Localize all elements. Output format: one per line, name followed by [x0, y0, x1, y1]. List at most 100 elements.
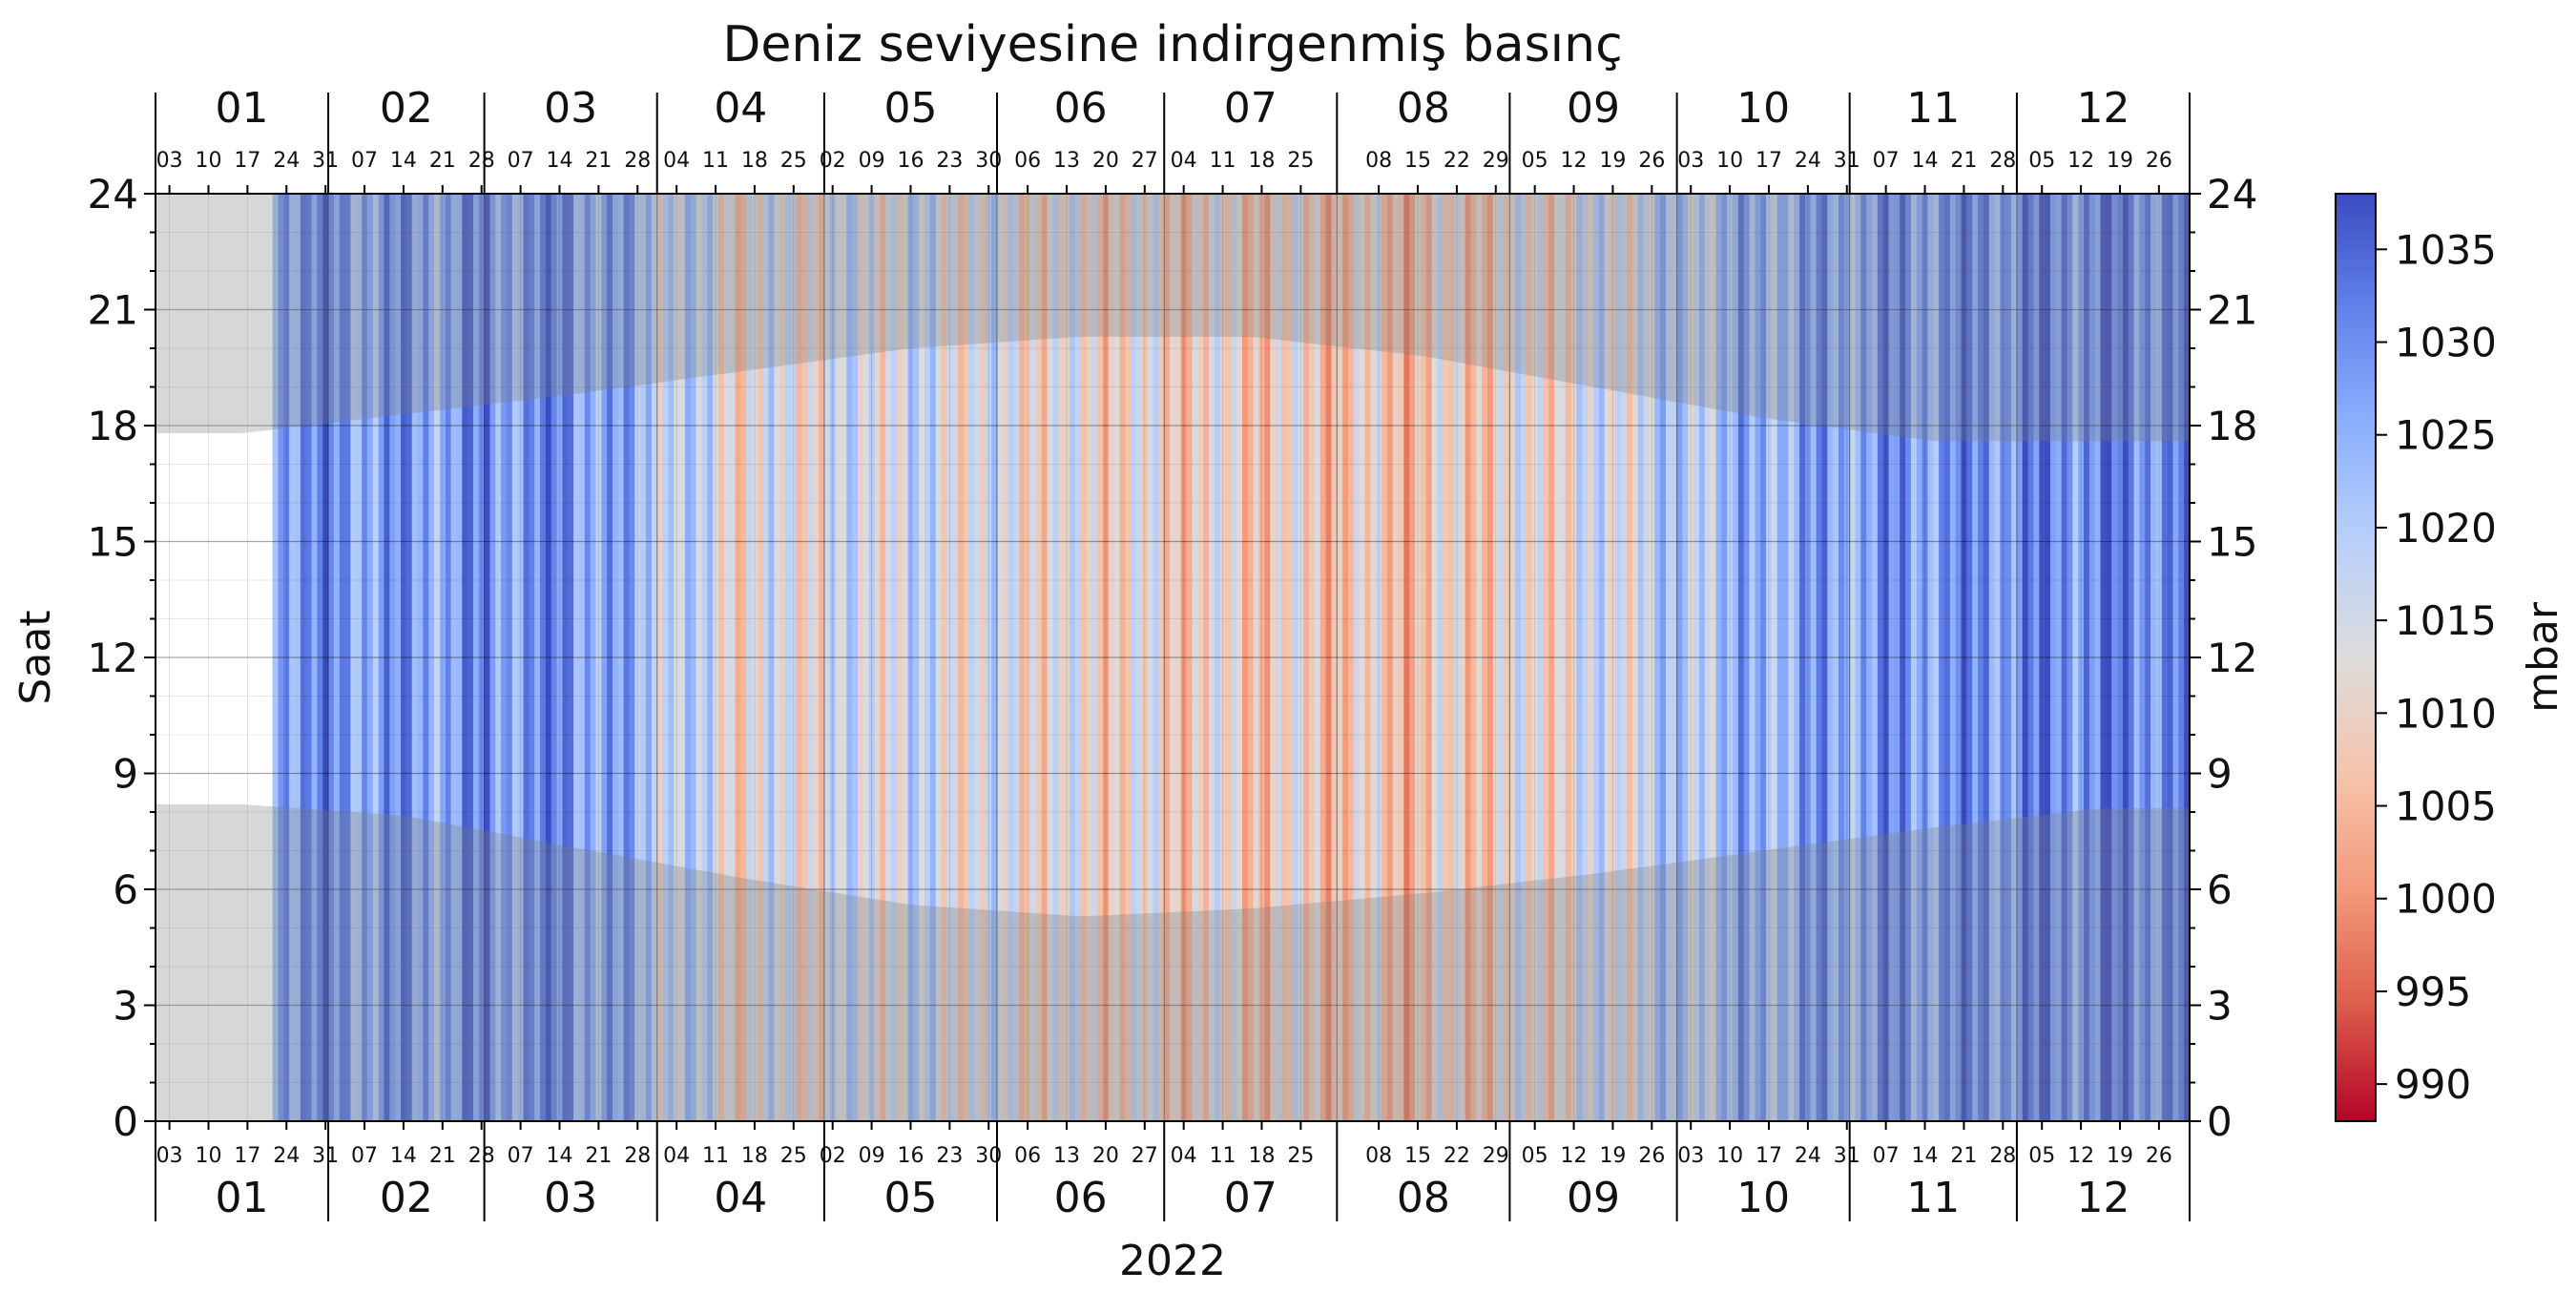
day-column — [401, 194, 407, 1121]
empty-day-column — [217, 194, 223, 1121]
day-column — [823, 194, 831, 1121]
day-tick-label-top: 05 — [1522, 149, 1548, 173]
day-column — [1386, 194, 1394, 1121]
day-column — [1074, 194, 1082, 1121]
day-column — [556, 194, 563, 1121]
day-tick-label-bottom: 24 — [1795, 1144, 1821, 1168]
day-column — [1242, 194, 1249, 1121]
day-column — [1988, 194, 1996, 1121]
day-column — [690, 194, 697, 1121]
y-tick-label-right: 12 — [2207, 635, 2257, 681]
colorbar-label: mbar — [2519, 601, 2567, 713]
day-column — [1839, 194, 1845, 1121]
day-column — [1927, 194, 1934, 1121]
month-label-top: 01 — [216, 84, 269, 133]
empty-day-column — [177, 194, 184, 1121]
colorbar-tick-label: 1020 — [2395, 505, 2497, 552]
day-tick-label-top: 31 — [312, 149, 339, 173]
day-column — [1492, 194, 1500, 1121]
day-column — [2084, 194, 2090, 1121]
day-column — [1860, 194, 1867, 1121]
day-column — [1276, 194, 1282, 1121]
day-column — [896, 194, 904, 1121]
day-tick-label-top: 13 — [1053, 149, 1080, 173]
day-column — [841, 194, 847, 1121]
day-tick-label-top: 23 — [936, 149, 963, 173]
day-column — [729, 194, 737, 1121]
day-column — [852, 194, 859, 1121]
day-column — [1214, 194, 1221, 1121]
day-column — [1565, 194, 1572, 1121]
day-tick-label-bottom: 11 — [1210, 1144, 1236, 1168]
day-tick-label-bottom: 23 — [936, 1144, 963, 1168]
day-column — [1755, 194, 1761, 1121]
day-column — [1866, 194, 1873, 1121]
empty-day-column — [156, 194, 162, 1121]
month-label-bottom: 11 — [1906, 1174, 1960, 1222]
day-column — [1637, 194, 1645, 1121]
day-column — [1649, 194, 1655, 1121]
month-label-bottom: 05 — [883, 1174, 937, 1222]
day-column — [2061, 194, 2068, 1121]
day-tick-label-top: 15 — [1404, 149, 1431, 173]
day-column — [2078, 194, 2085, 1121]
month-label-top: 09 — [1567, 84, 1620, 133]
empty-day-column — [211, 194, 218, 1121]
day-column — [701, 194, 708, 1121]
y-tick-label-left: 6 — [113, 866, 138, 913]
day-column — [1660, 194, 1667, 1121]
day-column — [1420, 194, 1427, 1121]
day-tick-label-top: 08 — [1365, 149, 1392, 173]
day-column — [1025, 194, 1031, 1121]
day-tick-label-bottom: 24 — [273, 1144, 300, 1168]
day-tick-label-bottom: 26 — [1638, 1144, 1665, 1168]
month-label-top: 11 — [1906, 84, 1960, 133]
day-tick-label-bottom: 08 — [1365, 1144, 1392, 1168]
day-column — [523, 194, 530, 1121]
y-tick-label-right: 3 — [2207, 983, 2233, 1030]
colorbar-tick-label: 990 — [2395, 1061, 2471, 1108]
y-tick-label-left: 3 — [113, 983, 138, 1030]
day-tick-label-bottom: 02 — [820, 1144, 846, 1168]
day-column — [707, 194, 714, 1121]
day-tick-label-bottom: 22 — [1444, 1144, 1470, 1168]
day-column — [289, 194, 296, 1121]
day-column — [501, 194, 508, 1121]
day-column — [807, 194, 814, 1121]
day-tick-label-top: 21 — [429, 149, 456, 173]
month-label-top: 04 — [714, 84, 767, 133]
y-tick-label-right: 0 — [2207, 1098, 2233, 1145]
day-column — [1186, 194, 1194, 1121]
day-column — [1415, 194, 1422, 1121]
day-column — [1219, 194, 1227, 1121]
day-tick-label-bottom: 11 — [702, 1144, 729, 1168]
day-column — [1180, 194, 1188, 1121]
day-column — [679, 194, 686, 1121]
day-column — [1409, 194, 1416, 1121]
day-column — [1894, 194, 1901, 1121]
day-tick-label-bottom: 16 — [897, 1144, 924, 1168]
day-tick-label-top: 04 — [1171, 149, 1197, 173]
day-column — [1443, 194, 1449, 1121]
day-column — [1041, 194, 1049, 1121]
chart-title: Deniz seviyesine indirgenmiş basınç — [722, 16, 1622, 73]
day-column — [1743, 194, 1751, 1121]
empty-day-column — [205, 194, 213, 1121]
day-column — [1119, 194, 1126, 1121]
day-tick-label-top: 24 — [273, 149, 300, 173]
y-tick-label-right: 24 — [2207, 171, 2257, 218]
day-column — [1877, 194, 1884, 1121]
night-before-sunrise — [156, 803, 2190, 1121]
day-tick-label-bottom: 28 — [624, 1144, 651, 1168]
month-label-top: 10 — [1736, 84, 1790, 133]
day-column — [1086, 194, 1092, 1121]
day-column — [1521, 194, 1527, 1121]
day-column — [1482, 194, 1488, 1121]
day-column — [2150, 194, 2157, 1121]
day-column — [439, 194, 447, 1121]
day-column — [1576, 194, 1583, 1121]
day-column — [278, 194, 284, 1121]
day-tick-label-bottom: 19 — [1599, 1144, 1626, 1168]
y-tick-label-left: 18 — [88, 403, 138, 449]
day-column — [612, 194, 619, 1121]
